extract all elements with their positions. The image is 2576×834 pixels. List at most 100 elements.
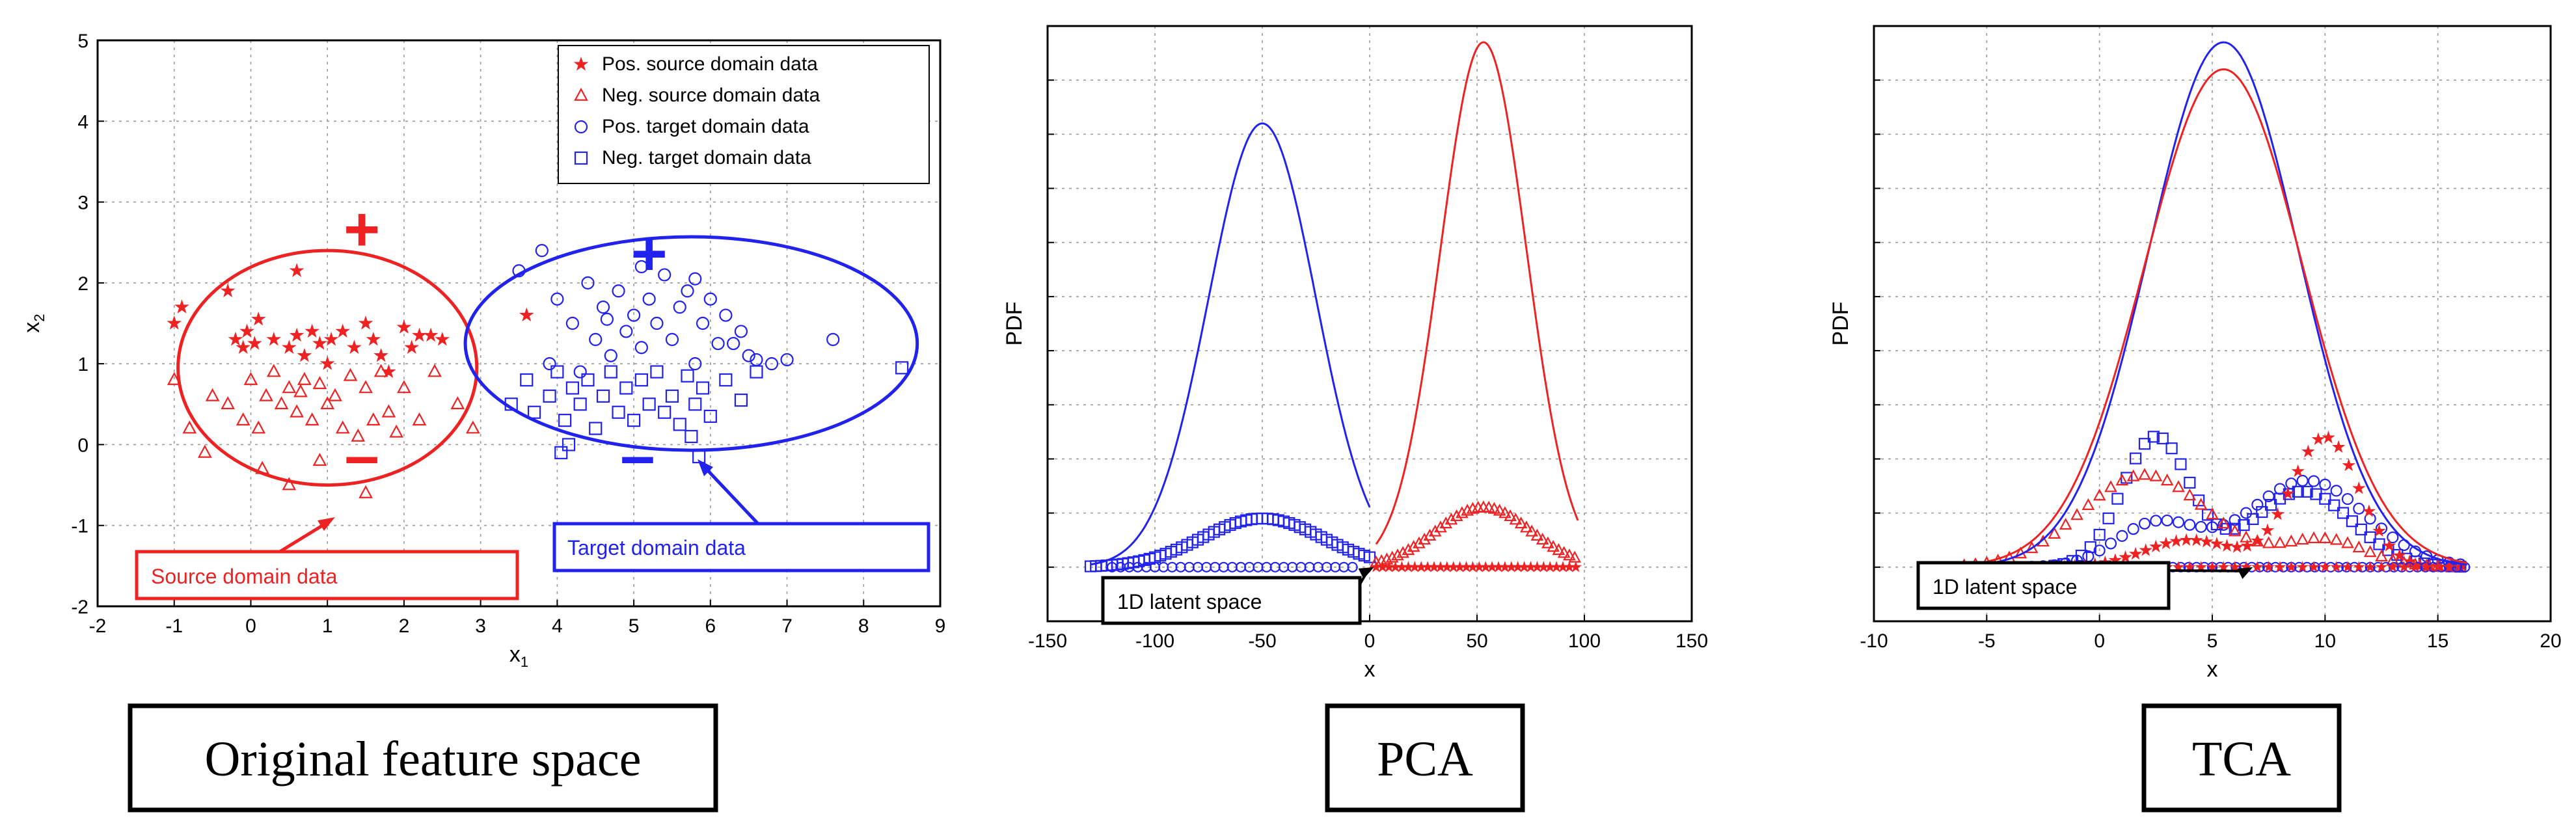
pdf-marker [2195, 520, 2207, 533]
latent-point [2273, 561, 2286, 572]
pdf-marker [1363, 551, 1376, 563]
pdf-marker [2169, 534, 2183, 547]
latent-point [2309, 561, 2320, 572]
pdf-marker [1536, 532, 1549, 545]
data-point [543, 357, 556, 371]
source-domain-arrowhead [318, 517, 335, 531]
pdf-marker [2206, 521, 2219, 533]
pdf-marker [2138, 438, 2151, 450]
data-point [343, 368, 358, 381]
data-point [373, 347, 388, 362]
latent-point [2206, 561, 2219, 572]
data-point [780, 353, 794, 367]
p2-tick-labels: -150 -100 -50 0 50 100 150 [1028, 630, 1708, 652]
pdf-marker [1385, 550, 1399, 563]
data-point [282, 380, 297, 394]
data-point [167, 371, 182, 385]
y-tick-label: -1 [71, 516, 88, 537]
pdf-marker [2194, 498, 2208, 510]
data-point [634, 260, 648, 274]
pdf-marker [2352, 481, 2366, 494]
data-point [596, 389, 610, 403]
pdf-marker [2273, 536, 2286, 548]
latent-point [2420, 561, 2433, 572]
pdf-marker [2172, 516, 2185, 528]
pdf-marker [2116, 530, 2128, 542]
x-tick-label: 9 [935, 615, 946, 637]
data-point [600, 312, 614, 326]
data-point [673, 301, 686, 314]
p3-tick-labels: -10 -5 0 5 10 15 20 [1860, 630, 2561, 652]
latent-point [2409, 561, 2422, 572]
pdf-marker [2228, 524, 2242, 537]
source-domain-label: Source domain data [151, 565, 338, 588]
data-point [239, 323, 254, 338]
pdf-marker [2271, 507, 2285, 520]
data-point [297, 347, 312, 362]
pdf-marker [2111, 492, 2124, 505]
pdf-marker [2372, 524, 2386, 537]
pdf-marker [2319, 492, 2331, 505]
data-point [581, 276, 595, 289]
data-point [550, 365, 564, 379]
pdf-marker [2147, 431, 2160, 443]
pdf-marker [2331, 440, 2346, 453]
pdf-marker [1413, 536, 1426, 548]
pdf-marker [2104, 480, 2117, 492]
p3-latent-space-label: 1D latent space [1932, 575, 2077, 599]
pdf-marker [2165, 442, 2178, 455]
pdf-marker [2104, 537, 2117, 550]
p1-tick-labels: -2 -1 0 1 2 3 4 5 6 7 8 9 -2 -1 0 1 2 3 4 5 [71, 31, 945, 637]
pdf-marker [2149, 539, 2163, 553]
pdf-marker [2138, 468, 2151, 480]
target-domain-ellipse [463, 235, 919, 452]
source-domain-label-box [135, 550, 519, 600]
tca-chart: -10 -5 0 5 10 15 20 1D latent space x PDF [1828, 25, 2562, 682]
data-point [711, 336, 725, 351]
data-point [512, 264, 526, 278]
pdf-marker [2115, 474, 2129, 486]
latent-point [2420, 561, 2431, 572]
target-positive-sign: + [631, 219, 668, 288]
data-point [450, 396, 465, 410]
data-point [504, 397, 518, 411]
data-point [696, 316, 710, 330]
pdf-marker [2127, 523, 2139, 535]
x-tick-label: -10 [1860, 630, 1888, 652]
pdf-marker [1461, 504, 1474, 516]
data-point [535, 244, 549, 258]
pdf-marker [2296, 474, 2309, 487]
x-tick-label: 7 [781, 615, 793, 637]
data-point [650, 365, 664, 379]
pdf-marker [1568, 550, 1581, 563]
pdf-marker [2179, 533, 2193, 546]
pdf-marker [2128, 546, 2143, 560]
pdf-marker [2341, 492, 2354, 505]
data-point [293, 384, 308, 397]
data-point [596, 301, 610, 314]
target-negative-sign: – [620, 421, 655, 491]
p1-x-axis-label: x1 [509, 642, 528, 670]
data-point [703, 409, 717, 424]
data-point [359, 485, 373, 498]
pdf-marker [1428, 524, 1442, 537]
data-point [397, 380, 411, 394]
latent-point [2229, 561, 2241, 572]
pdf-marker [2262, 490, 2275, 503]
latent-point [2398, 561, 2410, 572]
data-point [688, 357, 702, 371]
legend-frame [558, 45, 930, 184]
latent-point [2330, 561, 2342, 572]
data-point [205, 388, 220, 401]
latent-point [2262, 561, 2275, 572]
legend-label: Pos. target domain data [602, 116, 809, 137]
x-tick-label: -2 [89, 615, 107, 637]
pca-chart: -150 -100 -50 0 50 100 150 1D latent space x P… [1002, 25, 1708, 682]
pdf-marker [2393, 548, 2406, 561]
data-point [681, 369, 694, 383]
pdf-marker [2238, 518, 2250, 531]
data-point [688, 397, 702, 411]
pdf-marker [2375, 549, 2388, 561]
latent-point [2388, 561, 2400, 572]
